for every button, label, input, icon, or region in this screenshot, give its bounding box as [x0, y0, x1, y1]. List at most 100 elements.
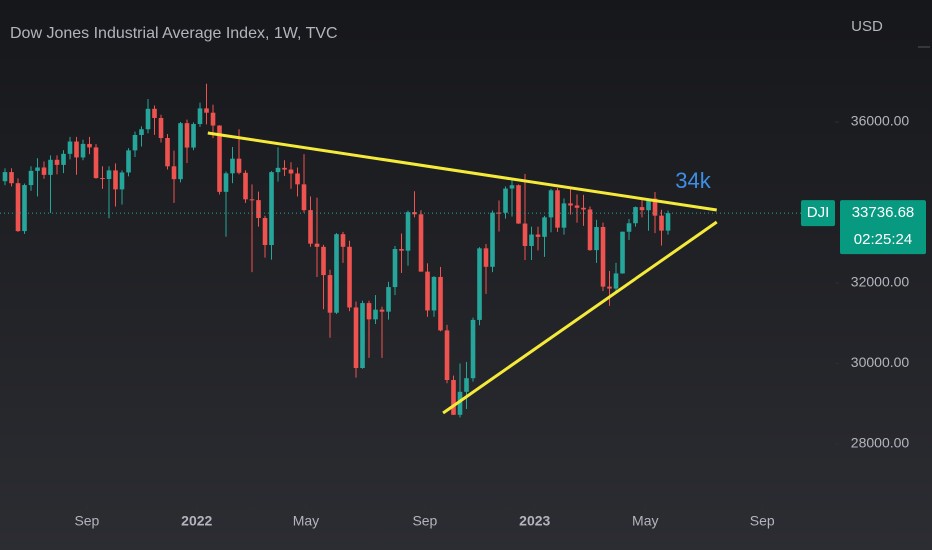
- candle-body: [373, 309, 378, 320]
- candle-body: [165, 138, 170, 167]
- candle-body: [438, 276, 443, 331]
- candle-body: [249, 199, 255, 201]
- candle-body: [581, 207, 586, 210]
- candle-body: [340, 234, 346, 247]
- candle-body: [470, 319, 476, 379]
- candle-body: [587, 209, 593, 251]
- candle-body: [665, 213, 671, 231]
- candle-body: [607, 286, 612, 289]
- candle-body: [529, 234, 534, 246]
- symbol-label: DJI: [807, 204, 830, 221]
- candle-body: [191, 124, 196, 148]
- y-tick-label: 28000.00: [851, 435, 910, 451]
- candle-body: [314, 243, 320, 247]
- candle-body: [126, 150, 131, 173]
- candle-body: [659, 215, 664, 231]
- candle-body: [61, 153, 66, 165]
- candle-body: [496, 212, 502, 214]
- candle-body: [405, 212, 411, 251]
- candle-body: [139, 129, 144, 136]
- candle-body: [54, 159, 60, 165]
- candle-body: [386, 287, 391, 312]
- candle-body: [652, 198, 658, 216]
- candle-body: [639, 207, 645, 211]
- candle-body: [15, 183, 21, 232]
- candle-body: [119, 172, 125, 190]
- candle-body: [132, 135, 138, 151]
- candle-body: [321, 246, 326, 276]
- candle-body: [217, 125, 222, 192]
- trendline: [442, 220, 718, 415]
- candle-body: [67, 141, 73, 154]
- y-tick-label: 36000.00: [851, 113, 910, 129]
- annotation: 34k: [675, 168, 711, 193]
- candle-body: [28, 170, 34, 186]
- x-tick-label: 2022: [181, 513, 212, 529]
- candle-body: [503, 188, 508, 213]
- candle-body: [451, 380, 456, 415]
- candle-body: [223, 173, 229, 192]
- candle-body: [41, 167, 47, 175]
- candle-body: [626, 223, 632, 232]
- candle-body: [522, 223, 528, 246]
- candle-body: [613, 273, 619, 289]
- candle-body: [646, 198, 651, 211]
- candle-body: [74, 141, 79, 158]
- candle-body: [256, 200, 261, 219]
- candle-body: [301, 184, 307, 211]
- candle-body: [204, 108, 209, 113]
- currency-label: USD: [851, 18, 883, 35]
- y-tick-label: 30000.00: [851, 354, 910, 370]
- candle-body: [152, 108, 157, 118]
- candle-body: [80, 143, 86, 158]
- price-badge: [840, 200, 926, 255]
- candle-body: [548, 190, 554, 218]
- candle-body: [399, 248, 404, 251]
- candle-body: [561, 203, 567, 228]
- candle-body: [542, 217, 547, 237]
- candle-body: [178, 123, 183, 180]
- candle-body: [516, 185, 521, 224]
- candle-body: [210, 112, 216, 126]
- x-tick-label: Sep: [74, 513, 99, 529]
- symbol-badge: [801, 200, 835, 227]
- candle-body: [444, 330, 450, 381]
- candle-body: [412, 212, 417, 215]
- grid: [86, 121, 839, 509]
- candle-body: [392, 248, 398, 288]
- x-tick-label: 2023: [519, 513, 550, 529]
- candle-body: [379, 309, 385, 312]
- candle-body: [158, 117, 164, 139]
- candle-body: [360, 303, 365, 368]
- candle-body: [366, 303, 372, 320]
- candle-body: [184, 123, 190, 148]
- candle-body: [633, 207, 638, 224]
- candle-body: [490, 212, 495, 267]
- candle-body: [535, 234, 541, 237]
- candle-body: [327, 275, 333, 313]
- candle-body: [568, 203, 573, 206]
- candle-body: [236, 158, 242, 173]
- candle-body: [22, 185, 27, 232]
- candle-body: [93, 147, 99, 179]
- candle-body: [262, 218, 268, 246]
- candle-body: [48, 159, 53, 175]
- candle-body: [600, 227, 606, 287]
- candle-body: [555, 190, 560, 228]
- candle-body: [2, 172, 8, 182]
- candle-body: [145, 108, 151, 130]
- last-price-label: 33736.68: [852, 204, 915, 221]
- candle-body: [334, 234, 339, 313]
- candle-body: [243, 172, 248, 200]
- candle-body: [87, 143, 92, 148]
- candle-body: [308, 210, 313, 244]
- candle-body: [594, 227, 599, 251]
- candle-body: [113, 170, 118, 190]
- candle-body: [35, 167, 40, 171]
- candle-body: [275, 167, 281, 173]
- candle-body: [353, 307, 359, 368]
- candle-body: [509, 185, 515, 189]
